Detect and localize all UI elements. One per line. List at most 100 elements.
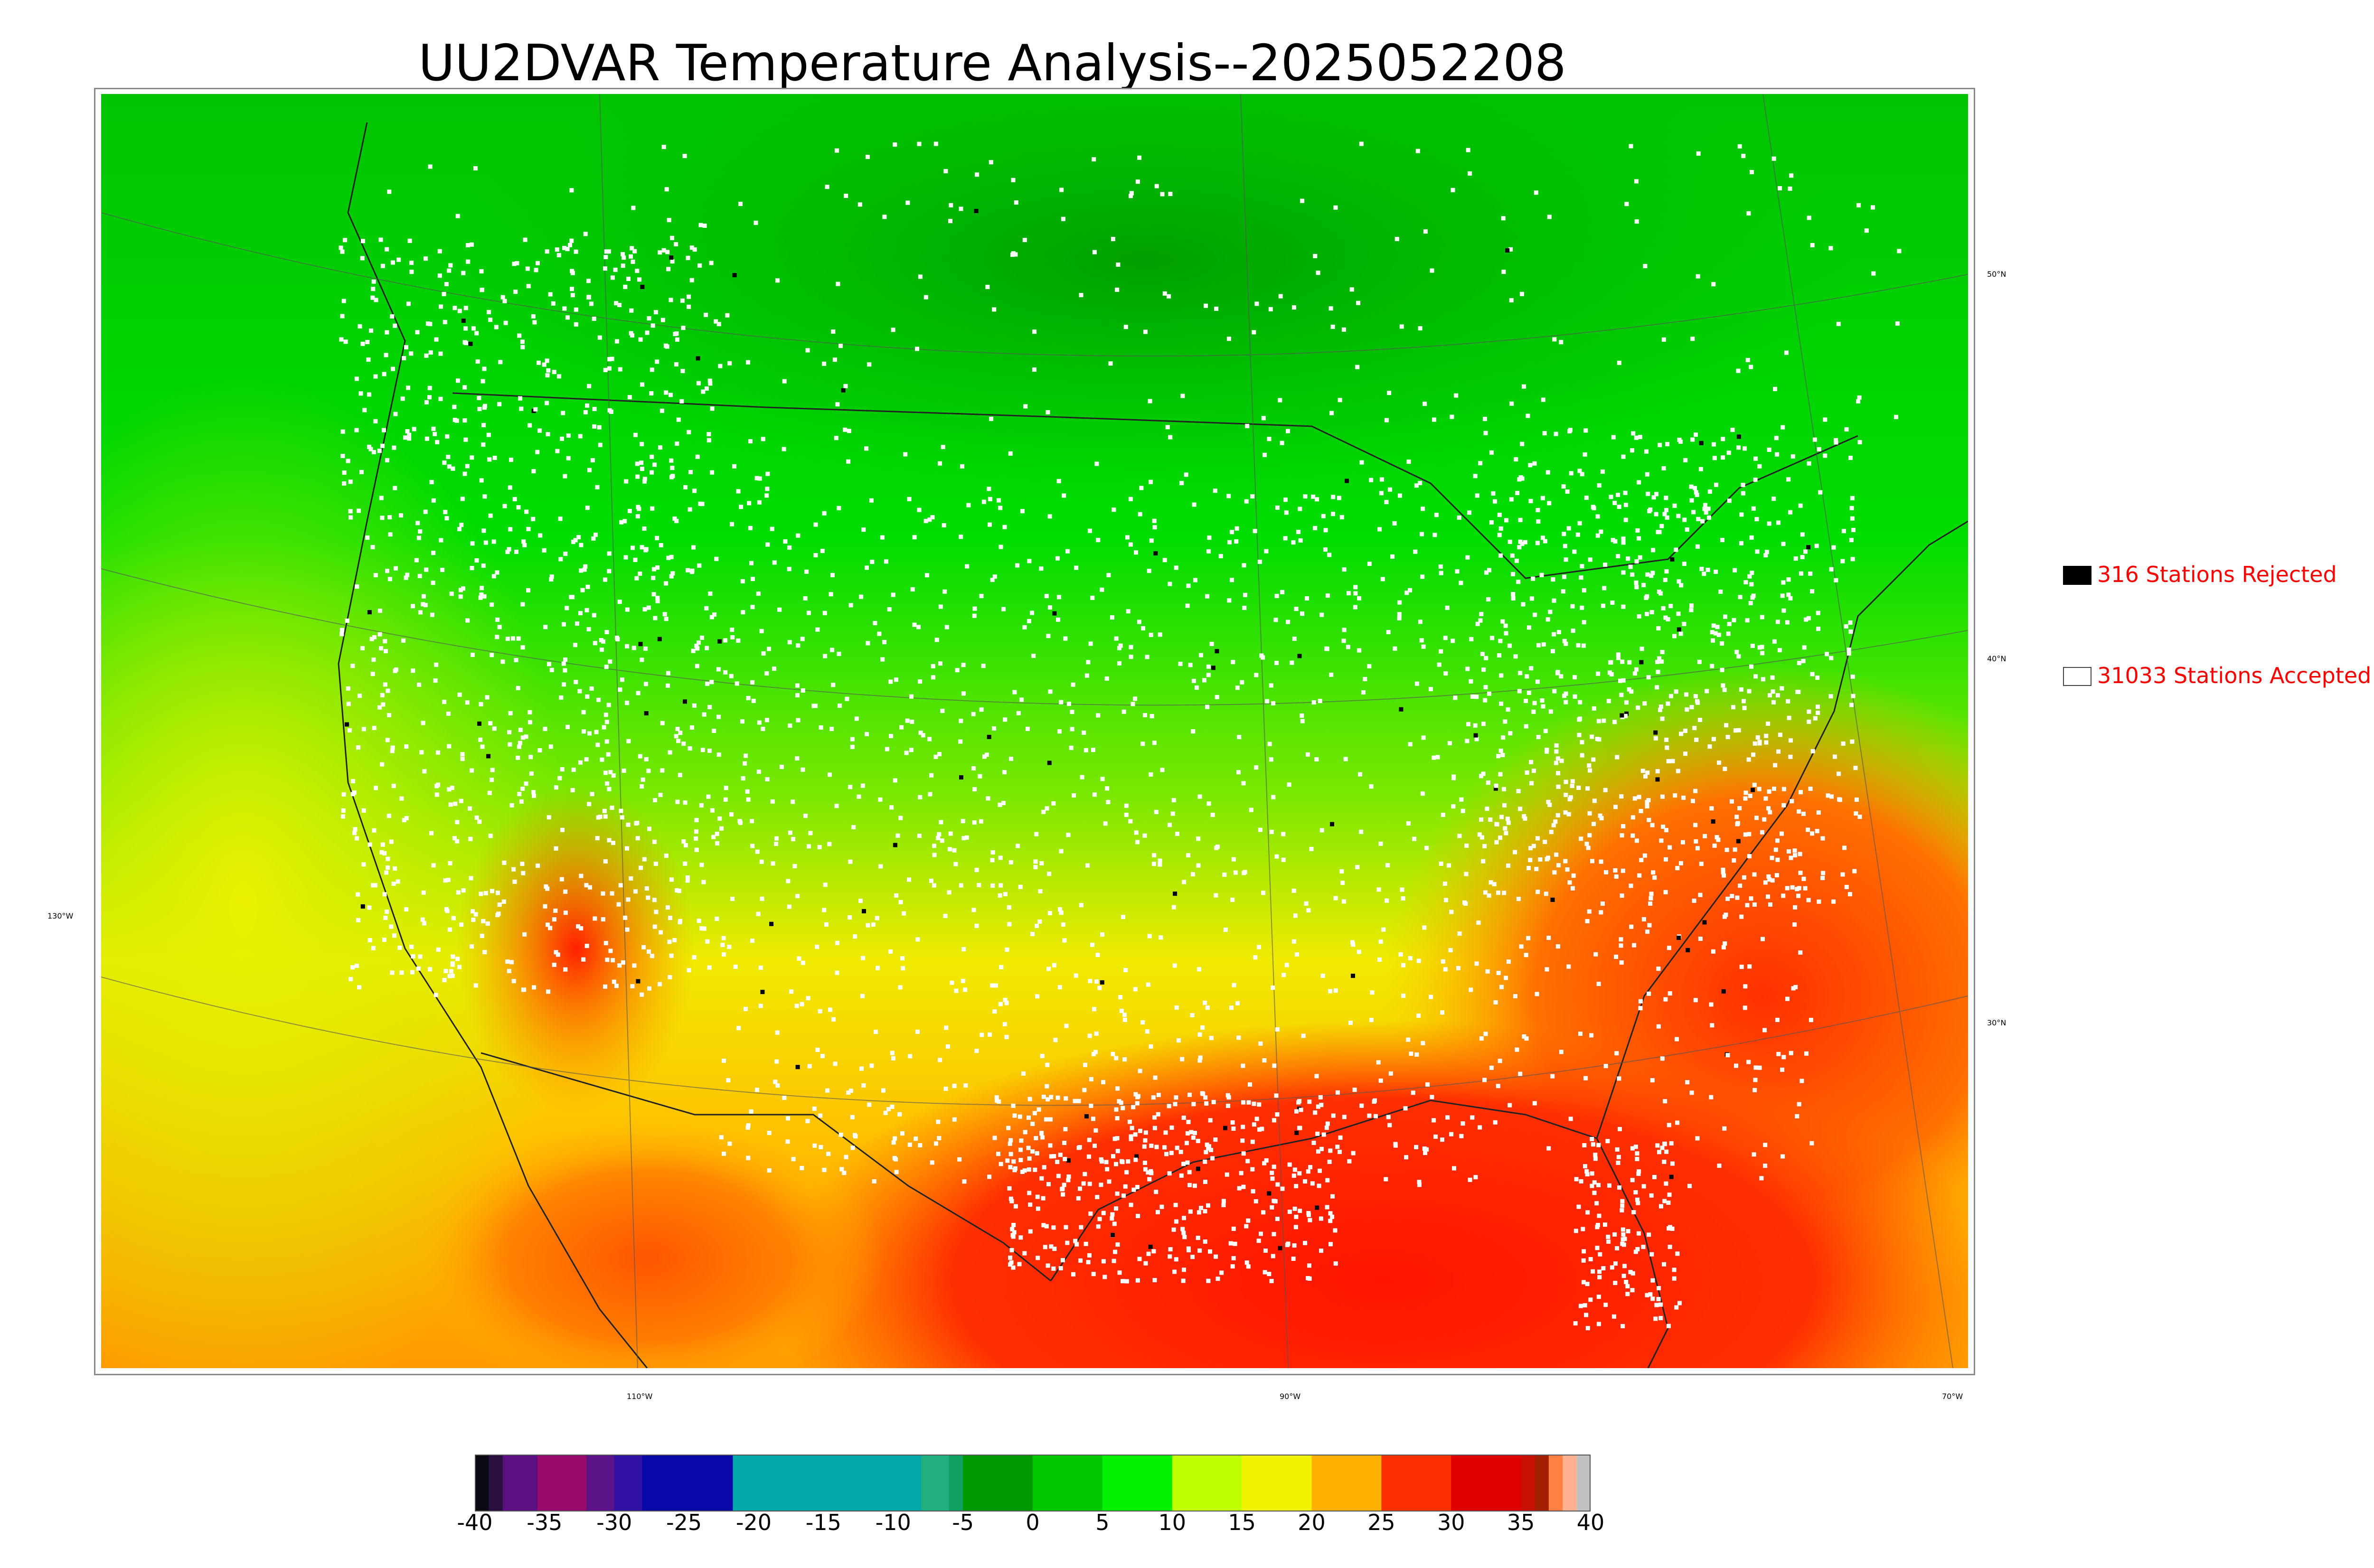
- accepted-station-marker: [385, 910, 389, 914]
- accepted-station-marker: [1070, 710, 1074, 714]
- temperature-analysis-map[interactable]: [101, 94, 1968, 1368]
- accepted-station-marker: [387, 189, 392, 194]
- accepted-station-marker: [1110, 1216, 1114, 1221]
- accepted-station-marker: [1411, 1090, 1415, 1095]
- accepted-station-marker: [1039, 1176, 1044, 1181]
- accepted-station-marker: [1651, 548, 1656, 553]
- accepted-station-marker: [1699, 567, 1704, 571]
- accepted-station-marker: [764, 671, 769, 676]
- rejected-station-marker: [1670, 557, 1675, 562]
- accepted-station-marker: [1145, 655, 1149, 659]
- accepted-station-marker: [1894, 414, 1898, 419]
- accepted-station-marker: [621, 960, 625, 965]
- accepted-station-marker: [1133, 1092, 1138, 1097]
- accepted-station-marker: [751, 698, 756, 703]
- accepted-station-marker: [1001, 607, 1006, 611]
- accepted-station-marker: [1623, 503, 1628, 507]
- accepted-station-marker: [481, 442, 486, 447]
- accepted-station-marker: [758, 1004, 763, 1008]
- accepted-station-marker: [1206, 1203, 1210, 1208]
- accepted-station-marker: [508, 527, 513, 532]
- accepted-station-marker: [1591, 1269, 1595, 1274]
- accepted-station-marker: [1498, 772, 1503, 777]
- accepted-station-marker: [1533, 612, 1537, 617]
- accepted-station-marker: [1828, 694, 1833, 699]
- accepted-station-marker: [478, 737, 483, 742]
- accepted-station-marker: [586, 295, 591, 300]
- accepted-station-marker: [1275, 1027, 1280, 1032]
- accepted-station-marker: [1810, 243, 1815, 247]
- accepted-station-marker: [346, 702, 351, 706]
- accepted-station-marker: [1149, 1044, 1153, 1049]
- accepted-station-marker: [565, 247, 570, 252]
- accepted-station-marker: [1420, 574, 1425, 579]
- accepted-station-marker: [1643, 264, 1648, 268]
- accepted-station-marker: [459, 523, 464, 527]
- accepted-station-marker: [876, 966, 880, 970]
- accepted-station-marker: [1546, 799, 1551, 804]
- accepted-station-marker: [1063, 1157, 1067, 1161]
- accepted-station-marker: [783, 539, 788, 544]
- accepted-station-marker: [736, 489, 741, 494]
- accepted-station-marker: [687, 430, 691, 434]
- accepted-station-marker: [1518, 539, 1523, 544]
- accepted-station-marker: [1178, 1150, 1183, 1155]
- accepted-station-marker: [898, 985, 903, 990]
- accepted-station-marker: [866, 641, 870, 646]
- accepted-station-marker: [830, 573, 835, 577]
- accepted-station-marker: [1254, 1117, 1259, 1121]
- accepted-station-marker: [629, 876, 633, 881]
- accepted-station-marker: [1414, 1052, 1419, 1057]
- rejected-station-marker: [477, 721, 481, 726]
- accepted-station-marker: [480, 586, 484, 591]
- accepted-station-marker: [543, 904, 547, 909]
- accepted-station-marker: [403, 435, 407, 440]
- accepted-station-marker: [1040, 1135, 1045, 1140]
- accepted-station-marker: [1129, 1202, 1133, 1207]
- accepted-station-marker: [379, 850, 384, 854]
- accepted-station-marker: [1536, 836, 1540, 841]
- accepted-station-marker: [424, 436, 429, 441]
- accepted-station-marker: [463, 326, 468, 331]
- accepted-station-marker: [619, 808, 623, 813]
- accepted-station-marker: [972, 820, 977, 825]
- accepted-station-marker: [1191, 729, 1196, 734]
- accepted-station-marker: [1695, 846, 1700, 851]
- accepted-station-marker: [1567, 880, 1572, 885]
- accepted-station-marker: [626, 276, 631, 281]
- accepted-station-marker: [1414, 1145, 1419, 1149]
- rejected-station-marker: [1677, 936, 1681, 940]
- accepted-station-marker: [1094, 1031, 1099, 1036]
- accepted-station-marker: [1710, 1023, 1715, 1028]
- accepted-station-marker: [750, 819, 754, 824]
- accepted-station-marker: [1565, 489, 1570, 494]
- accepted-station-marker: [1617, 360, 1621, 365]
- accepted-station-marker: [479, 892, 483, 896]
- accepted-station-marker: [1856, 203, 1861, 207]
- accepted-station-marker: [1628, 1270, 1633, 1275]
- accepted-station-marker: [1786, 477, 1791, 482]
- accepted-station-marker: [988, 522, 992, 527]
- accepted-station-marker: [355, 836, 359, 841]
- accepted-station-marker: [692, 488, 697, 493]
- accepted-station-marker: [1748, 794, 1752, 798]
- accepted-station-marker: [428, 350, 433, 355]
- rejected-station-marker: [893, 843, 897, 847]
- colorbar-segment: [489, 1455, 503, 1512]
- accepted-station-marker: [1518, 807, 1523, 811]
- accepted-station-marker: [1689, 705, 1694, 710]
- accepted-station-marker: [1231, 857, 1236, 862]
- accepted-station-marker: [1033, 859, 1038, 864]
- accepted-station-marker: [774, 1059, 779, 1064]
- accepted-station-marker: [367, 392, 371, 397]
- accepted-station-marker: [1521, 602, 1526, 607]
- accepted-station-marker: [1691, 510, 1696, 515]
- accepted-station-marker: [1547, 501, 1552, 506]
- accepted-station-marker: [1507, 1103, 1512, 1108]
- accepted-station-marker: [573, 643, 577, 648]
- accepted-station-marker: [779, 764, 784, 769]
- accepted-station-marker: [365, 340, 370, 344]
- accepted-station-marker: [1746, 1060, 1751, 1064]
- accepted-station-marker: [1595, 1225, 1600, 1230]
- accepted-station-marker: [1008, 860, 1013, 864]
